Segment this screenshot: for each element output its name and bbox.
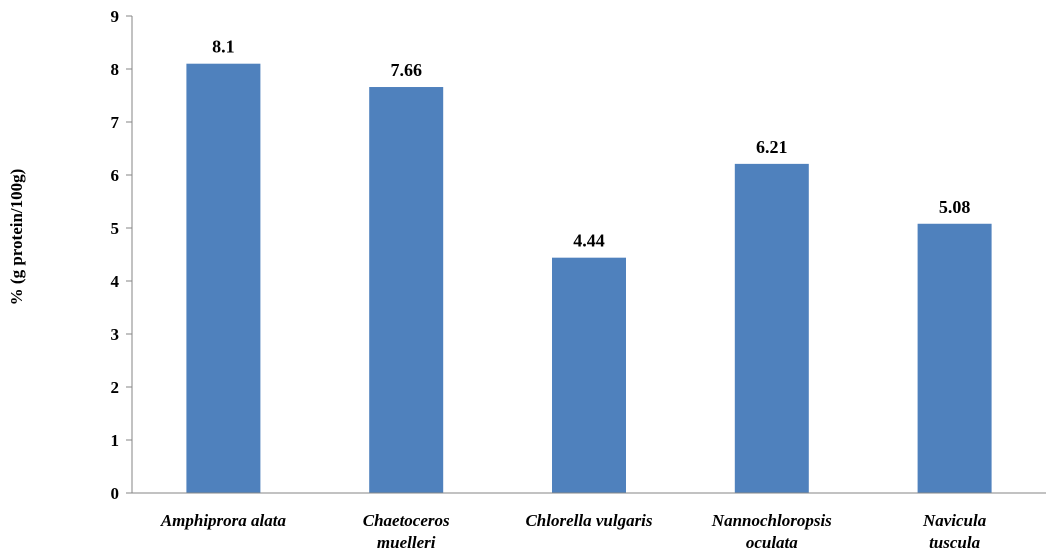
bar <box>735 164 809 493</box>
category-label: Chaetoceros muelleri <box>363 511 450 552</box>
data-label: 4.44 <box>573 231 605 251</box>
bar <box>918 224 992 493</box>
category-label: Chlorella vulgaris <box>525 511 652 530</box>
category-label: Amphiprora alata <box>160 511 287 530</box>
data-labels: 8.1 7.66 4.44 6.21 5.08 <box>212 37 970 251</box>
y-tick-label: 0 <box>111 484 120 503</box>
y-axis-ticks: 0 1 2 3 4 5 6 7 8 9 <box>111 7 133 503</box>
bars <box>186 64 991 493</box>
category-labels: Amphiprora alata Chaetoceros muelleri Chlor… <box>160 511 987 552</box>
y-tick-label: 1 <box>111 431 120 450</box>
y-tick-label: 5 <box>111 219 120 238</box>
y-axis-title: % (g protein/100g) <box>7 169 26 306</box>
y-tick-label: 7 <box>111 113 120 132</box>
y-tick-label: 6 <box>111 166 120 185</box>
data-label: 6.21 <box>756 137 788 157</box>
data-label: 5.08 <box>939 197 971 217</box>
y-tick-label: 8 <box>111 60 120 79</box>
y-tick-label: 4 <box>111 272 120 291</box>
bar <box>369 87 443 493</box>
category-label: Nannochloropsis oculata <box>711 511 832 552</box>
data-label: 7.66 <box>390 60 422 80</box>
y-tick-label: 3 <box>111 325 120 344</box>
bar <box>186 64 260 493</box>
category-label: Navicula tuscula <box>922 511 987 552</box>
y-tick-label: 2 <box>111 378 120 397</box>
bar <box>552 258 626 493</box>
data-label: 8.1 <box>212 37 235 57</box>
y-tick-label: 9 <box>111 7 120 26</box>
